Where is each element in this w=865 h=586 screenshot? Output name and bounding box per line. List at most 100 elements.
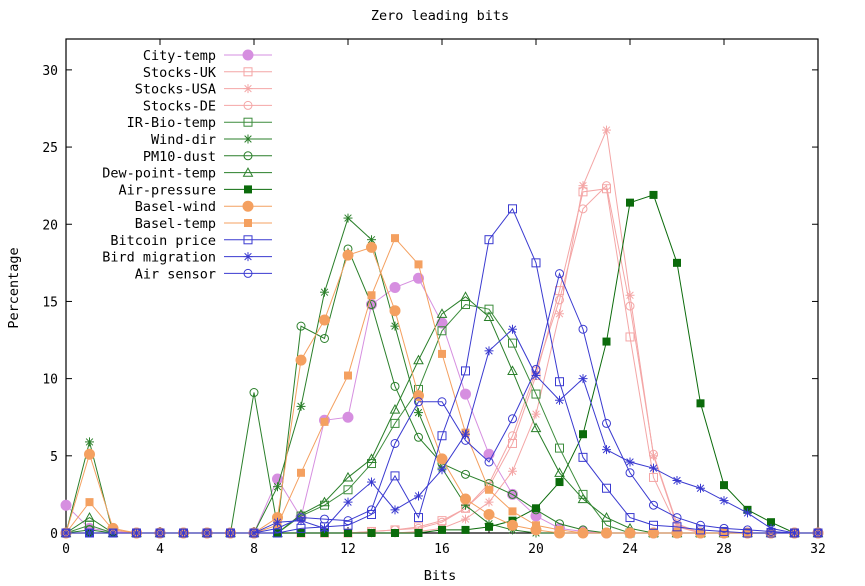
- data-point: [649, 449, 658, 459]
- data-point: [579, 430, 587, 439]
- y-axis-title: Percentage: [6, 247, 22, 328]
- data-point: [273, 528, 282, 538]
- x-axis-title: Bits: [424, 568, 457, 584]
- y-tick-label: 25: [42, 141, 58, 156]
- data-point: [743, 528, 752, 538]
- x-tick-label: 12: [340, 542, 356, 557]
- data-point: [578, 204, 588, 214]
- legend-item: Bitcoin price: [110, 233, 272, 249]
- data-point: [297, 529, 305, 537]
- data-point: [484, 457, 494, 467]
- data-point: [602, 418, 611, 428]
- data-point: [297, 468, 305, 477]
- data-point: [555, 525, 564, 534]
- legend-marker: [243, 151, 253, 161]
- data-point: [132, 528, 141, 538]
- data-point: [366, 241, 377, 253]
- data-point: [414, 513, 423, 523]
- data-point: [461, 525, 470, 534]
- data-point: [625, 301, 635, 311]
- data-point: [578, 452, 588, 462]
- legend-marker: [243, 134, 253, 144]
- x-tick-label: 0: [62, 542, 70, 557]
- series-layer: [60, 125, 824, 539]
- data-point: [342, 411, 354, 423]
- data-point: [766, 523, 776, 533]
- legend-label: Basel-temp: [135, 216, 216, 232]
- data-point: [295, 354, 307, 366]
- data-point: [766, 526, 776, 536]
- series-line-dew-point-temp: [65, 296, 818, 534]
- series-dew-point-temp: [60, 291, 824, 538]
- y-tick-label: 5: [50, 450, 58, 465]
- data-point: [507, 365, 518, 376]
- data-point: [249, 388, 259, 398]
- data-point: [508, 414, 517, 424]
- data-point: [696, 399, 705, 408]
- data-point: [391, 529, 399, 537]
- legend: City-tempStocks-UKStocks-USAStocks-DEIR-…: [102, 48, 272, 282]
- legend-marker: [243, 252, 253, 262]
- data-point: [672, 522, 682, 532]
- legend-label: Basel-wind: [135, 199, 216, 215]
- data-point: [367, 291, 376, 300]
- legend-item: Air sensor: [135, 266, 272, 282]
- legend-item: Stocks-UK: [143, 65, 272, 81]
- data-point: [414, 408, 423, 418]
- data-point: [60, 499, 72, 511]
- data-point: [719, 496, 729, 506]
- data-point: [531, 389, 541, 399]
- data-point: [649, 190, 658, 199]
- data-point: [436, 308, 448, 318]
- x-tick-label: 4: [156, 542, 164, 557]
- legend-label: Stocks-USA: [135, 82, 216, 98]
- data-point: [367, 509, 376, 519]
- data-point: [390, 321, 400, 331]
- data-point: [578, 181, 588, 191]
- data-point: [389, 305, 401, 317]
- data-point: [530, 422, 542, 433]
- data-point: [343, 213, 353, 223]
- data-point: [554, 467, 565, 477]
- data-point: [813, 528, 823, 538]
- x-tick-label: 8: [250, 542, 258, 557]
- series-air-sensor: [61, 269, 823, 538]
- data-point: [273, 482, 282, 492]
- data-point: [602, 184, 611, 194]
- data-point: [508, 324, 517, 334]
- series-line-bird-migration: [66, 328, 818, 534]
- data-point: [508, 489, 517, 499]
- data-point: [437, 465, 447, 475]
- data-point: [226, 528, 235, 538]
- series-pm10-dust: [61, 244, 823, 538]
- legend-label: Stocks-DE: [143, 98, 216, 114]
- legend-label: Dew-point-temp: [102, 166, 216, 182]
- y-tick-label: 15: [42, 295, 58, 310]
- data-point: [389, 403, 401, 414]
- data-point: [484, 235, 494, 245]
- data-point: [319, 314, 330, 326]
- legend-label: Bird migration: [102, 250, 216, 266]
- data-point: [719, 526, 729, 536]
- data-point: [696, 525, 705, 535]
- data-point: [743, 508, 752, 518]
- data-point: [649, 463, 658, 473]
- data-point: [649, 520, 658, 530]
- y-tick-label: 10: [42, 373, 58, 388]
- data-point: [555, 309, 564, 319]
- data-point: [578, 374, 588, 384]
- data-point: [414, 260, 423, 269]
- data-point: [602, 483, 611, 493]
- data-point: [344, 529, 352, 537]
- data-point: [483, 311, 495, 321]
- data-point: [85, 528, 94, 538]
- data-point: [155, 528, 165, 538]
- data-point: [485, 485, 493, 494]
- legend-label: PM10-dust: [143, 149, 216, 165]
- x-tick-label: 24: [622, 542, 638, 557]
- data-point: [320, 417, 329, 426]
- legend-label: City-temp: [143, 48, 216, 64]
- legend-item: Dew-point-temp: [102, 166, 272, 182]
- legend-marker: [242, 167, 254, 177]
- legend-marker: [243, 100, 253, 110]
